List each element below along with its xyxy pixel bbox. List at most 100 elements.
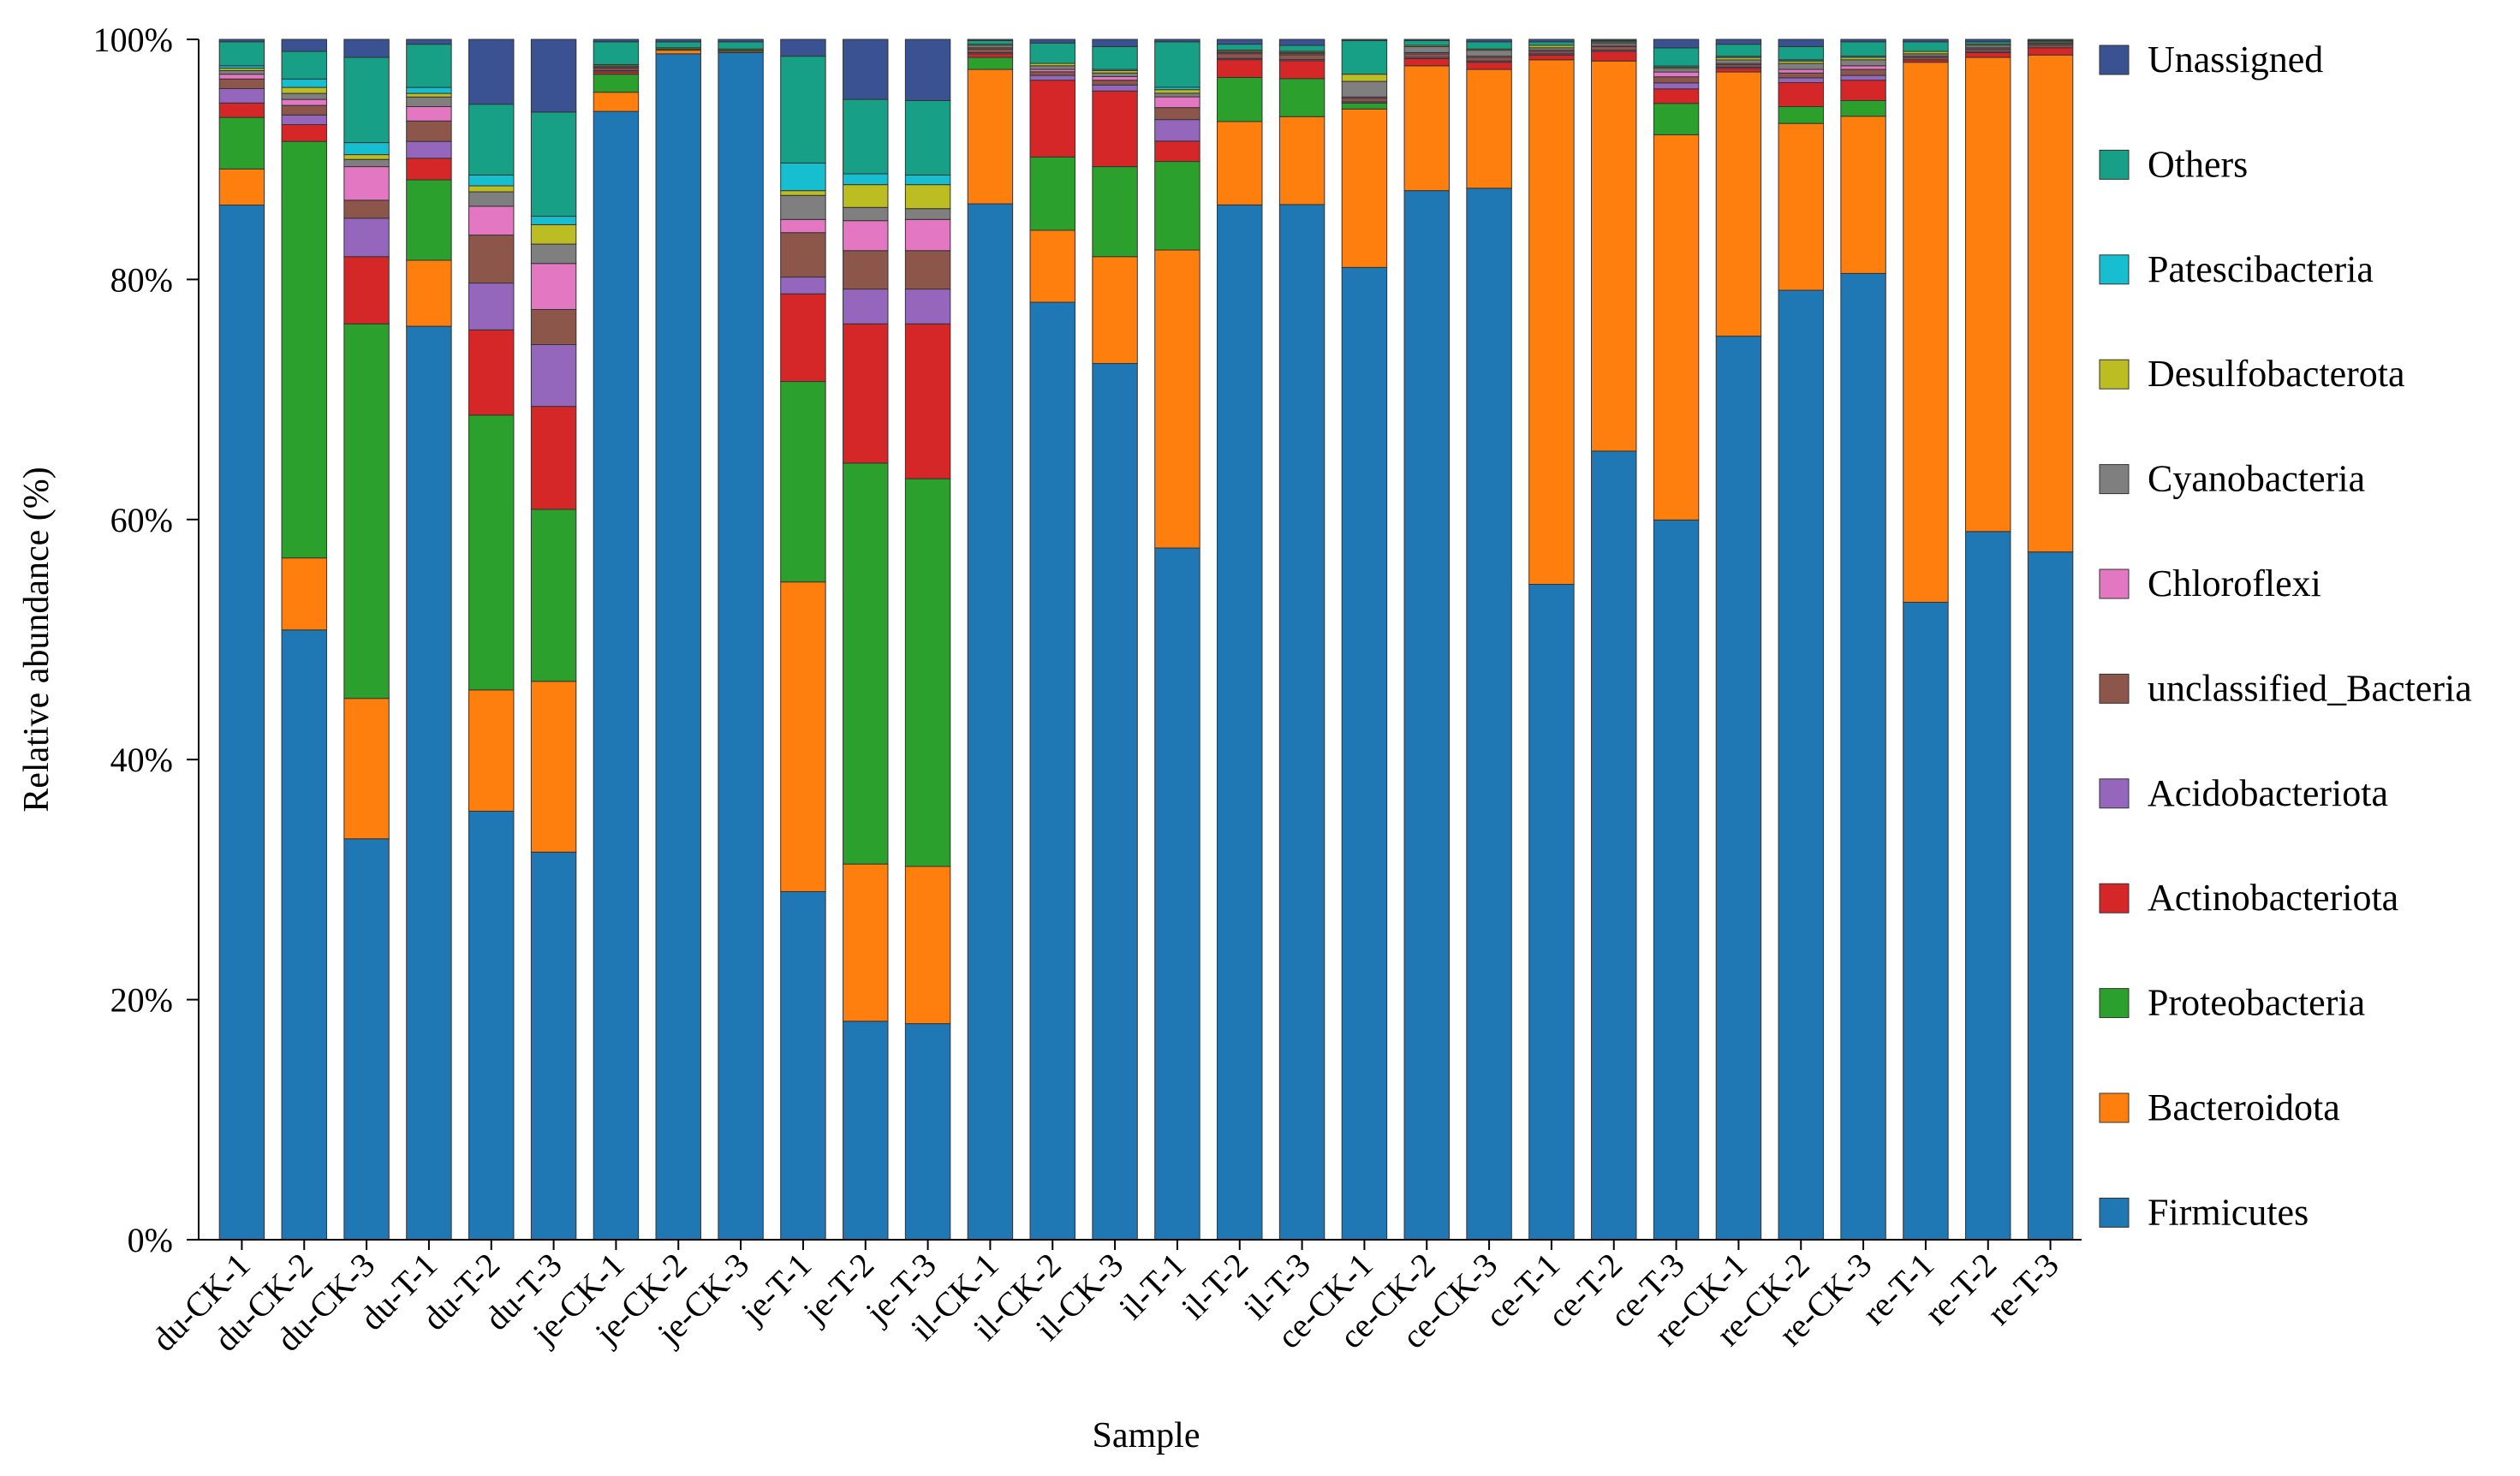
- bar-segment-chloroflexi: [1778, 68, 1824, 74]
- bar-segment-unclassified-bacteria: [1591, 45, 1637, 51]
- legend-swatch: [2099, 149, 2130, 180]
- bar-segment-actinobacteriota: [1653, 88, 1700, 104]
- bar-stack-ce-T-3: [1653, 39, 1700, 1241]
- bar-stack-re-CK-3: [1840, 39, 1886, 1241]
- bar-stack-il-T-2: [1217, 39, 1263, 1241]
- bar-segment-bacteroidota: [2027, 54, 2074, 553]
- bar-stack-du-T-1: [406, 39, 452, 1241]
- bar-segment-desulfobacterota: [281, 86, 327, 94]
- bar-stack-du-CK-2: [281, 39, 327, 1241]
- legend-label: Patescibacteria: [2148, 248, 2374, 290]
- bar-segment-actinobacteriota: [1840, 80, 1886, 101]
- bar-segment-patescibacteria: [343, 142, 390, 156]
- bar-segment-acidobacteriota: [468, 283, 515, 330]
- bar-segment-others: [1778, 45, 1824, 61]
- bar-segment-unclassified-bacteria: [1840, 68, 1886, 76]
- bar-segment-bacteroidota: [967, 68, 1014, 205]
- legend-label: Actinobacteriota: [2148, 877, 2398, 919]
- bar-segment-firmicutes: [1466, 187, 1512, 1241]
- bar-segment-firmicutes: [530, 851, 577, 1241]
- bar-segment-acidobacteriota: [530, 344, 577, 408]
- bar-segment-others: [904, 100, 951, 176]
- bar-segment-chloroflexi: [468, 205, 515, 236]
- bar-segment-actinobacteriota: [1403, 57, 1450, 67]
- bar-segment-actinobacteriota: [1778, 81, 1824, 108]
- bar-segment-unassigned: [1653, 39, 1700, 49]
- bar-segment-unclassified-bacteria: [780, 232, 826, 278]
- bar-segment-chloroflexi: [343, 166, 390, 201]
- bar-segment-bacteroidota: [1092, 256, 1138, 365]
- bar-segment-cyanobacteria: [1715, 59, 1762, 64]
- bar-segment-bacteroidota: [218, 168, 265, 205]
- bar-stack-ce-CK-1: [1341, 39, 1388, 1241]
- bar-segment-patescibacteria: [530, 216, 577, 225]
- legend-label: Firmicutes: [2148, 1191, 2309, 1233]
- bar-segment-chloroflexi: [780, 218, 826, 234]
- bar-segment-acidobacteriota: [1653, 82, 1700, 90]
- bar-segment-firmicutes: [1591, 450, 1637, 1241]
- bar-segment-others: [343, 57, 390, 144]
- bar-segment-others: [530, 111, 577, 217]
- legend-label: unclassified_Bacteria: [2148, 667, 2472, 709]
- bar-stack-ce-CK-3: [1466, 39, 1512, 1241]
- bar-segment-unclassified-bacteria: [1341, 98, 1388, 103]
- legend-label: Bacteroidota: [2148, 1086, 2340, 1128]
- y-tick-label: 0%: [128, 1221, 173, 1259]
- bar-segment-chloroflexi: [530, 263, 577, 310]
- bar-segment-cyanobacteria: [1029, 65, 1075, 70]
- bar-segment-others: [281, 51, 327, 80]
- bar-segment-unassigned: [593, 39, 640, 43]
- bar-stack-je-T-2: [843, 39, 889, 1241]
- bar-segment-actinobacteriota: [904, 323, 951, 479]
- bar-segment-unassigned: [2027, 39, 2074, 41]
- x-tick-label: il-T-1: [1111, 1246, 1193, 1327]
- bar-segment-proteobacteria: [530, 509, 577, 682]
- bar-segment-unassigned: [1217, 39, 1263, 45]
- bar-segment-firmicutes: [343, 838, 390, 1241]
- bar-segment-unassigned: [1903, 39, 1949, 43]
- bar-segment-cyanobacteria: [343, 158, 390, 168]
- bar-segment-firmicutes: [1341, 266, 1388, 1241]
- bar-segment-firmicutes: [843, 1021, 889, 1241]
- bar-segment-patescibacteria: [780, 162, 826, 192]
- bar-segment-acidobacteriota: [1778, 77, 1824, 83]
- bar-segment-unassigned: [468, 39, 515, 105]
- y-tick-label: 40%: [110, 741, 173, 779]
- bar-segment-others: [1840, 41, 1886, 57]
- bar-segment-bacteroidota: [530, 681, 577, 853]
- bar-segment-desulfobacterota: [843, 184, 889, 208]
- bar-segment-proteobacteria: [1278, 78, 1326, 117]
- legend-swatch: [2099, 464, 2130, 495]
- bar-segment-chloroflexi: [218, 74, 265, 80]
- legend-item-patescibacteria: Patescibacteria: [2099, 248, 2374, 290]
- bar-segment-others: [655, 41, 701, 49]
- bar-segment-bacteroidota: [1217, 121, 1263, 205]
- bar-segment-others: [218, 41, 265, 67]
- bar-segment-others: [1403, 39, 1450, 46]
- bar-segment-others: [406, 44, 452, 88]
- bar-segment-bacteroidota: [655, 50, 701, 55]
- bar-segment-desulfobacterota: [530, 223, 577, 245]
- bar-stack-il-CK-2: [1029, 39, 1075, 1241]
- bar-segment-chloroflexi: [1840, 65, 1886, 70]
- bar-segment-bacteroidota: [1653, 134, 1700, 521]
- bar-segment-firmicutes: [718, 51, 764, 1241]
- bar-segment-chloroflexi: [281, 98, 327, 106]
- bar-segment-actinobacteriota: [468, 329, 515, 416]
- bar-segment-unassigned: [1528, 39, 1575, 43]
- bar-segment-bacteroidota: [1591, 60, 1637, 452]
- legend-label: Others: [2148, 143, 2248, 185]
- bar-segment-firmicutes: [1965, 531, 2011, 1241]
- bar-segment-unclassified-bacteria: [1092, 80, 1138, 86]
- bar-segment-bacteroidota: [1778, 122, 1824, 291]
- x-tick-label: je-T-2: [795, 1246, 881, 1332]
- bar-segment-firmicutes: [1528, 584, 1575, 1241]
- legend-label: Unassigned: [2148, 39, 2323, 80]
- bar-segment-unclassified-bacteria: [1154, 107, 1200, 121]
- bar-segment-actinobacteriota: [1466, 62, 1512, 70]
- bar-segment-bacteroidota: [468, 689, 515, 812]
- bar-segment-actinobacteriota: [1154, 140, 1200, 163]
- legend-item-acidobacteriota: Acidobacteriota: [2099, 772, 2388, 814]
- bar-segment-firmicutes: [1715, 336, 1762, 1241]
- bar-segment-acidobacteriota: [843, 289, 889, 324]
